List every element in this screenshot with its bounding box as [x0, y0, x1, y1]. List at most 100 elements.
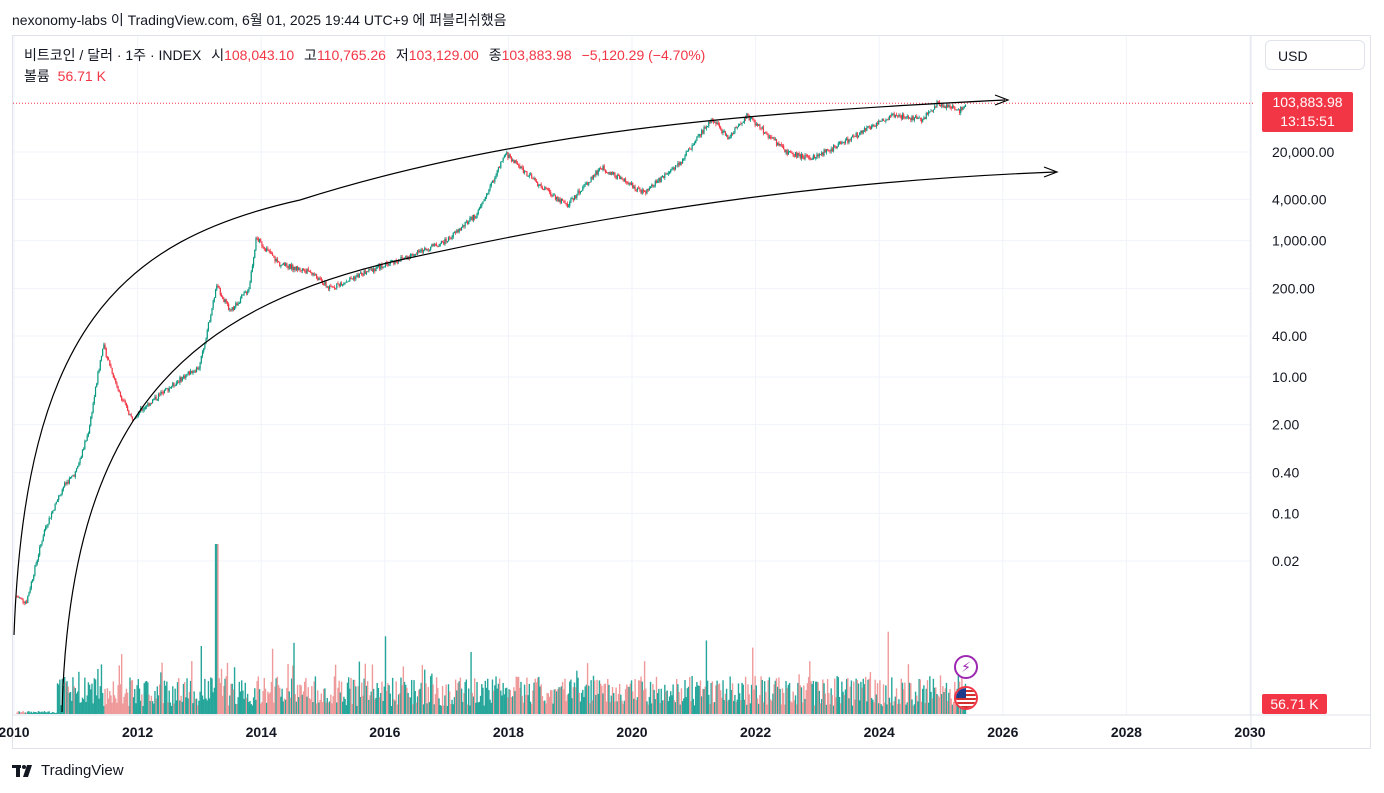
candle	[670, 168, 672, 174]
lightning-event-icon[interactable]: ⚡	[954, 655, 978, 679]
volume-bar	[358, 661, 361, 714]
candle	[811, 157, 813, 161]
volume-bar	[172, 686, 174, 714]
volume-bar	[375, 697, 377, 714]
candle	[64, 481, 66, 488]
volume-bar	[695, 686, 697, 714]
volume-bar	[842, 691, 844, 714]
candle	[909, 117, 911, 119]
candle	[483, 198, 485, 202]
candle	[951, 104, 954, 109]
candle	[638, 185, 640, 189]
volume-bar	[249, 700, 251, 714]
candle	[862, 130, 864, 135]
volume-bar	[201, 695, 204, 714]
volume-bar	[126, 692, 129, 714]
candle	[249, 280, 251, 290]
candle	[200, 355, 202, 365]
candle	[186, 373, 188, 377]
candle	[628, 182, 630, 187]
candle	[20, 597, 22, 600]
volume-bar	[849, 686, 851, 714]
candle	[46, 524, 48, 530]
volume-bar	[333, 676, 336, 714]
volume-bar	[183, 682, 186, 714]
candle	[895, 112, 898, 117]
volume-bar	[242, 690, 244, 714]
volume-bar	[859, 700, 861, 714]
volume-bar	[47, 711, 49, 714]
candle	[548, 188, 551, 195]
volume-bar	[799, 685, 801, 714]
volume-bar	[25, 712, 28, 714]
candle	[945, 103, 948, 111]
candle	[560, 198, 563, 204]
candle	[729, 134, 731, 139]
volume-bar	[290, 678, 293, 714]
candle	[97, 370, 99, 385]
candle	[78, 461, 80, 467]
volume-bar	[686, 688, 689, 714]
volume-bar	[94, 679, 97, 714]
candle	[382, 266, 384, 269]
volume-bar	[107, 698, 110, 714]
volume-bar	[427, 687, 429, 714]
volume-bar	[469, 705, 471, 714]
volume-bar	[117, 685, 119, 714]
candle	[708, 121, 710, 129]
volume-bar	[170, 705, 173, 714]
candle	[457, 228, 459, 234]
volume-bar	[218, 678, 220, 714]
volume-bar	[457, 682, 459, 714]
candle	[350, 275, 352, 280]
candle	[272, 251, 274, 256]
tradingview-logo[interactable]: TradingView	[12, 762, 124, 779]
volume-bar	[945, 682, 948, 714]
volume-bar	[831, 695, 834, 714]
volume-bar	[135, 703, 137, 714]
us-flag-event-icon[interactable]	[954, 686, 978, 710]
currency-button[interactable]: USD	[1265, 40, 1365, 70]
candle	[582, 185, 584, 191]
candle	[440, 240, 442, 245]
volume-bar	[536, 677, 539, 714]
candle	[964, 104, 967, 108]
candle	[931, 110, 933, 113]
volume-bar	[407, 692, 409, 714]
candle	[948, 103, 950, 108]
volume-bar	[793, 700, 796, 714]
candle	[161, 389, 163, 395]
volume-bar	[879, 680, 881, 714]
volume-bar	[244, 682, 246, 714]
candle	[128, 409, 130, 416]
volume-bar	[494, 685, 496, 714]
candle	[575, 195, 577, 200]
volume-bar	[98, 698, 100, 714]
volume-bar	[680, 688, 683, 714]
candle	[287, 265, 289, 271]
candle	[42, 534, 44, 542]
price-axis: 20,000.004,000.001,000.00200.0040.0010.0…	[1272, 144, 1334, 569]
candle	[758, 124, 760, 126]
volume-bar	[356, 705, 358, 714]
candle	[741, 122, 743, 127]
candle	[783, 143, 785, 150]
candle	[92, 401, 94, 414]
candle	[39, 545, 41, 558]
volume-bar	[99, 686, 101, 714]
volume-bar	[532, 690, 534, 714]
candle	[932, 109, 934, 114]
volume-bar	[340, 681, 343, 714]
candle	[673, 167, 675, 172]
volume-bar	[477, 702, 479, 714]
volume-bar	[178, 678, 180, 714]
candle	[872, 123, 874, 128]
candle	[210, 313, 212, 323]
candle	[572, 198, 574, 203]
volume-bar	[788, 682, 791, 714]
candle	[952, 104, 955, 109]
candle	[652, 183, 654, 188]
candle	[484, 196, 486, 202]
volume-bar	[478, 701, 481, 714]
